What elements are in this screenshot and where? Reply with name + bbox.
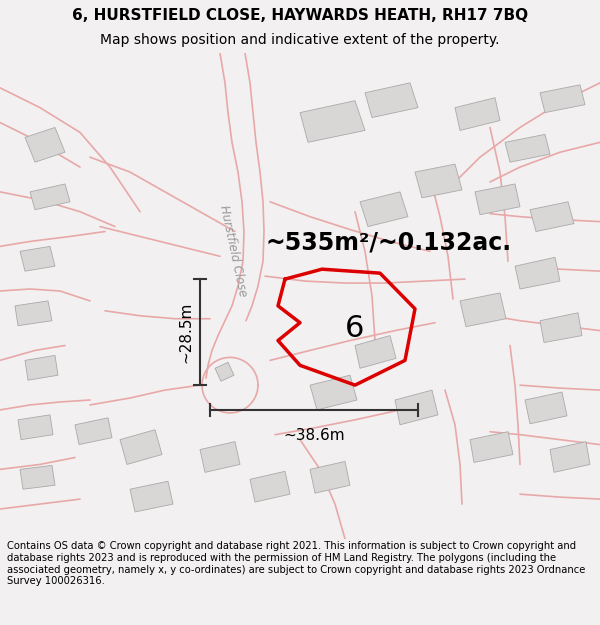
Polygon shape	[20, 466, 55, 489]
Polygon shape	[25, 127, 65, 162]
Text: Map shows position and indicative extent of the property.: Map shows position and indicative extent…	[100, 33, 500, 47]
Text: Hurstfield Close: Hurstfield Close	[217, 204, 249, 298]
Polygon shape	[505, 134, 550, 162]
Polygon shape	[30, 184, 70, 210]
Polygon shape	[20, 246, 55, 271]
Polygon shape	[415, 164, 462, 198]
Polygon shape	[460, 293, 506, 327]
Polygon shape	[525, 392, 567, 424]
Polygon shape	[75, 418, 112, 444]
Polygon shape	[15, 301, 52, 326]
Polygon shape	[395, 390, 438, 425]
Polygon shape	[300, 101, 365, 142]
Text: 6, HURSTFIELD CLOSE, HAYWARDS HEATH, RH17 7BQ: 6, HURSTFIELD CLOSE, HAYWARDS HEATH, RH1…	[72, 8, 528, 23]
Polygon shape	[540, 85, 585, 112]
Polygon shape	[550, 442, 590, 472]
Polygon shape	[455, 98, 500, 131]
Polygon shape	[475, 184, 520, 214]
Polygon shape	[310, 375, 357, 410]
Polygon shape	[120, 430, 162, 464]
Text: 6: 6	[346, 314, 365, 343]
Polygon shape	[310, 461, 350, 493]
Polygon shape	[18, 415, 53, 439]
Polygon shape	[470, 432, 513, 462]
Text: ~28.5m: ~28.5m	[179, 301, 193, 362]
Polygon shape	[250, 471, 290, 502]
Polygon shape	[530, 202, 574, 231]
Polygon shape	[130, 481, 173, 512]
Polygon shape	[25, 356, 58, 380]
Polygon shape	[540, 312, 582, 342]
Text: ~535m²/~0.132ac.: ~535m²/~0.132ac.	[265, 231, 511, 254]
Polygon shape	[200, 442, 240, 472]
Text: Contains OS data © Crown copyright and database right 2021. This information is : Contains OS data © Crown copyright and d…	[7, 541, 586, 586]
Polygon shape	[215, 362, 234, 381]
Polygon shape	[515, 258, 560, 289]
Polygon shape	[360, 192, 408, 226]
Polygon shape	[365, 83, 418, 118]
Polygon shape	[355, 336, 396, 368]
Text: ~38.6m: ~38.6m	[283, 428, 345, 442]
